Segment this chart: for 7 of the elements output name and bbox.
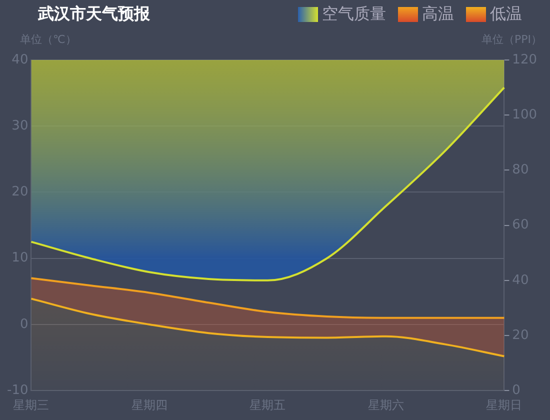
line-series (30, 277, 506, 319)
legend-label: 空气质量 (322, 4, 386, 25)
legend-label: 高温 (422, 4, 454, 25)
chart-title: 武汉市天气预报 (38, 4, 150, 25)
line-series (30, 298, 506, 358)
legend-label: 低温 (490, 4, 522, 25)
line-series (30, 86, 506, 282)
